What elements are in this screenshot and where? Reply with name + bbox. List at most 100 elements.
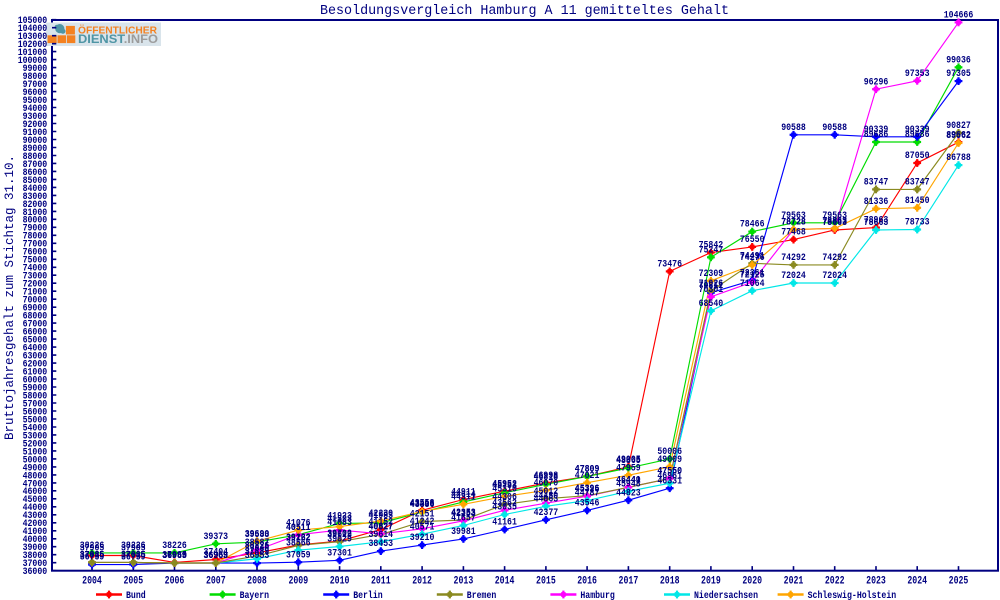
svg-text:41242: 41242 xyxy=(410,516,435,527)
svg-text:Besoldungsvergleich Hamburg A: Besoldungsvergleich Hamburg A 11 gemitte… xyxy=(320,3,729,19)
svg-text:Berlin: Berlin xyxy=(353,590,383,600)
svg-text:2011: 2011 xyxy=(371,575,391,587)
svg-text:2018: 2018 xyxy=(660,575,680,587)
svg-text:2004: 2004 xyxy=(82,575,102,587)
svg-text:97305: 97305 xyxy=(946,68,971,79)
svg-text:78733: 78733 xyxy=(905,217,930,228)
svg-text:89686: 89686 xyxy=(864,129,889,140)
svg-text:41657: 41657 xyxy=(451,513,476,524)
svg-text:72125: 72125 xyxy=(740,269,765,280)
svg-text:41083: 41083 xyxy=(327,517,352,528)
svg-text:37035: 37035 xyxy=(121,550,146,561)
svg-text:41076: 41076 xyxy=(286,517,311,528)
svg-text:36759: 36759 xyxy=(80,552,105,563)
svg-text:68540: 68540 xyxy=(699,298,724,309)
svg-text:37035: 37035 xyxy=(121,550,146,561)
svg-text:38587: 38587 xyxy=(245,537,270,548)
svg-text:77468: 77468 xyxy=(781,227,806,238)
svg-text:47809: 47809 xyxy=(575,464,600,475)
svg-text:39702: 39702 xyxy=(327,528,352,539)
svg-text:Bayern: Bayern xyxy=(240,590,270,600)
svg-text:46000: 46000 xyxy=(23,486,48,497)
svg-text:36969: 36969 xyxy=(204,550,229,561)
svg-text:86788: 86788 xyxy=(946,152,971,163)
svg-text:99036: 99036 xyxy=(946,54,971,65)
svg-text:47550: 47550 xyxy=(657,466,682,477)
svg-text:87000: 87000 xyxy=(23,159,48,170)
svg-text:37000: 37000 xyxy=(23,558,48,569)
svg-text:73476: 73476 xyxy=(657,259,682,270)
svg-text:90588: 90588 xyxy=(781,122,806,133)
svg-text:2010: 2010 xyxy=(330,575,350,587)
svg-text:64000: 64000 xyxy=(23,343,48,354)
svg-text:2022: 2022 xyxy=(825,575,845,587)
svg-text:90827: 90827 xyxy=(946,120,971,131)
svg-text:74276: 74276 xyxy=(740,252,765,263)
svg-text:38226: 38226 xyxy=(245,540,270,551)
svg-text:78663: 78663 xyxy=(822,217,847,228)
svg-text:37489: 37489 xyxy=(245,546,270,557)
svg-text:39981: 39981 xyxy=(451,526,476,537)
svg-text:45000: 45000 xyxy=(23,494,48,505)
svg-text:41983: 41983 xyxy=(369,510,394,521)
svg-text:36953: 36953 xyxy=(162,550,187,561)
svg-text:43400: 43400 xyxy=(410,499,435,510)
svg-text:49009: 49009 xyxy=(657,454,682,465)
svg-text:92000: 92000 xyxy=(23,119,48,130)
svg-text:76550: 76550 xyxy=(740,234,765,245)
svg-text:Bremen: Bremen xyxy=(467,590,497,600)
svg-text:37035: 37035 xyxy=(80,550,105,561)
svg-text:67000: 67000 xyxy=(23,319,48,330)
svg-text:2009: 2009 xyxy=(288,575,308,587)
svg-text:74491: 74491 xyxy=(740,250,765,261)
svg-text:90339: 90339 xyxy=(905,124,930,135)
svg-text:43336: 43336 xyxy=(410,499,435,510)
svg-text:46440: 46440 xyxy=(616,474,641,485)
svg-text:56000: 56000 xyxy=(23,406,48,417)
svg-text:103000: 103000 xyxy=(18,31,48,42)
svg-text:100000: 100000 xyxy=(18,55,48,66)
svg-text:59000: 59000 xyxy=(23,382,48,393)
svg-text:DIENST.INFO: DIENST .INFO xyxy=(78,34,158,46)
svg-text:94000: 94000 xyxy=(23,103,48,114)
svg-text:96296: 96296 xyxy=(864,76,889,87)
svg-text:78466: 78466 xyxy=(740,219,765,230)
svg-text:36953: 36953 xyxy=(204,550,229,561)
svg-text:96000: 96000 xyxy=(23,87,48,98)
svg-text:37301: 37301 xyxy=(327,547,352,558)
svg-text:105000: 105000 xyxy=(18,15,48,26)
svg-text:38226: 38226 xyxy=(162,540,187,551)
svg-text:2006: 2006 xyxy=(165,575,185,587)
svg-text:41161: 41161 xyxy=(492,517,517,528)
svg-text:83000: 83000 xyxy=(23,191,48,202)
svg-text:39162: 39162 xyxy=(286,533,311,544)
svg-text:Bund: Bund xyxy=(126,590,146,600)
svg-text:43562: 43562 xyxy=(492,497,517,508)
svg-text:81336: 81336 xyxy=(864,196,889,207)
svg-text:ÖFFENTLICHER: ÖFFENTLICHER xyxy=(78,26,157,37)
svg-text:36969: 36969 xyxy=(162,550,187,561)
svg-text:72309: 72309 xyxy=(699,268,724,279)
svg-text:47021: 47021 xyxy=(575,470,600,481)
svg-text:68000: 68000 xyxy=(23,311,48,322)
svg-text:44823: 44823 xyxy=(616,487,641,498)
svg-text:Schleswig-Holstein: Schleswig-Holstein xyxy=(808,590,897,600)
svg-text:71064: 71064 xyxy=(740,278,765,289)
svg-text:44306: 44306 xyxy=(492,492,517,503)
svg-text:46961: 46961 xyxy=(657,470,682,481)
svg-text:45948: 45948 xyxy=(616,478,641,489)
svg-text:39222: 39222 xyxy=(286,532,311,543)
svg-text:42230: 42230 xyxy=(369,508,394,519)
svg-text:98000: 98000 xyxy=(23,71,48,82)
svg-text:104666: 104666 xyxy=(944,10,974,21)
svg-text:46331: 46331 xyxy=(657,475,682,486)
svg-text:40571: 40571 xyxy=(410,521,435,532)
svg-text:74000: 74000 xyxy=(23,263,48,274)
svg-text:88000: 88000 xyxy=(23,151,48,162)
svg-text:45310: 45310 xyxy=(492,484,517,495)
svg-text:36969: 36969 xyxy=(204,550,229,561)
svg-text:43000: 43000 xyxy=(23,510,48,521)
svg-text:53000: 53000 xyxy=(23,430,48,441)
svg-text:104000: 104000 xyxy=(18,23,48,34)
svg-text:74292: 74292 xyxy=(781,252,806,263)
